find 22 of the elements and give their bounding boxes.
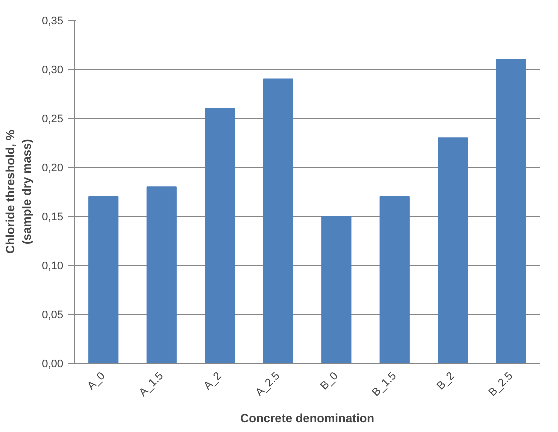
bar xyxy=(438,138,468,364)
y-axis-title: Chloride threshold, % (sample dry mass) xyxy=(3,130,34,254)
bar xyxy=(205,108,236,364)
x-tick-label: A_2 xyxy=(202,370,224,393)
x-tick-label: B_0 xyxy=(318,370,341,393)
x-tick-label: B_2 xyxy=(435,370,458,393)
x-tick-label: A_0 xyxy=(86,370,108,393)
y-tick-label: 0,10 xyxy=(42,260,64,272)
bar xyxy=(263,78,294,364)
y-tick-label: 0,25 xyxy=(42,114,64,126)
bar xyxy=(88,196,119,364)
y-tick-label: 0,35 xyxy=(42,16,64,28)
x-axis-title: Concrete denomination xyxy=(240,411,375,426)
y-tick-label: 0,05 xyxy=(42,310,64,322)
bar xyxy=(380,196,410,364)
y-tick-label: 0,30 xyxy=(42,64,64,76)
bar xyxy=(146,186,177,364)
bar xyxy=(496,59,526,364)
bar xyxy=(322,216,352,364)
y-tick-label: 0,15 xyxy=(42,212,64,224)
y-tick-label: 0,20 xyxy=(42,162,64,174)
y-tick-label: 0,00 xyxy=(42,358,64,370)
